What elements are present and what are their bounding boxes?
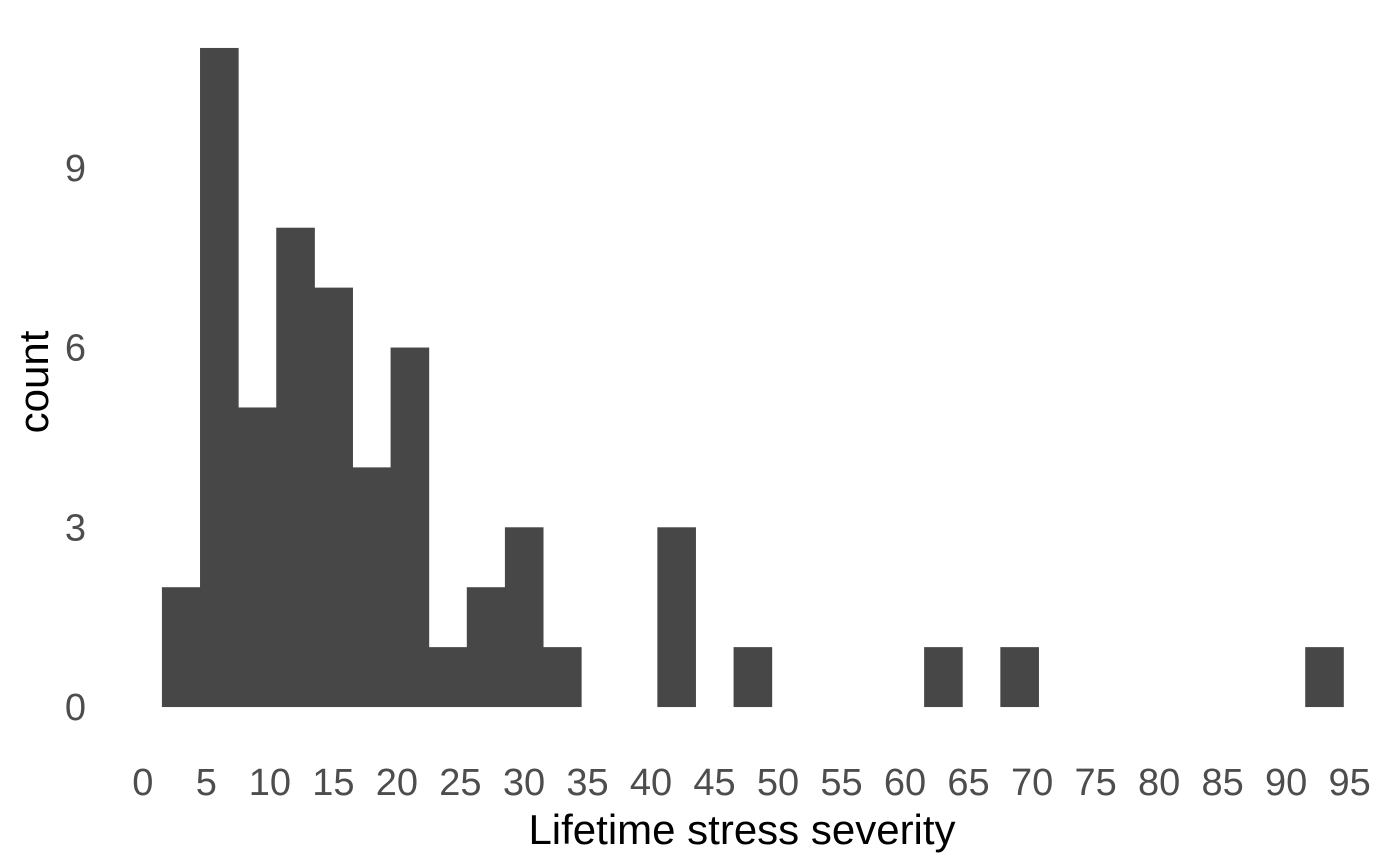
histogram-bar-10 bbox=[543, 647, 582, 708]
y-tick-label-2: 6 bbox=[65, 328, 86, 370]
histogram-bar-8 bbox=[466, 587, 506, 708]
x-tick-label-13: 65 bbox=[947, 762, 989, 804]
histogram-bar-30 bbox=[1305, 647, 1344, 708]
histogram-bar-1 bbox=[200, 47, 239, 708]
x-axis-ticks: 0 5 10 15 20 25 30 35 40 45 50 55 60 65 70 75 80 85 90 95 bbox=[132, 762, 1371, 804]
x-tick-label-14: 70 bbox=[1011, 762, 1053, 804]
x-tick-label-17: 85 bbox=[1202, 762, 1244, 804]
y-tick-label-3: 9 bbox=[65, 148, 86, 190]
x-tick-label-19: 95 bbox=[1329, 762, 1371, 804]
histogram-bar-0 bbox=[161, 587, 201, 708]
histogram-bar-13 bbox=[657, 527, 696, 708]
x-tick-label-16: 80 bbox=[1138, 762, 1180, 804]
x-tick-label-6: 30 bbox=[503, 762, 545, 804]
y-tick-label-1: 3 bbox=[65, 507, 86, 549]
x-tick-label-18: 90 bbox=[1265, 762, 1307, 804]
x-tick-label-9: 45 bbox=[693, 762, 735, 804]
y-axis-ticks: 0 3 6 9 bbox=[65, 148, 86, 729]
histogram-bars bbox=[161, 47, 1344, 708]
histogram-bar-6 bbox=[390, 347, 430, 708]
x-tick-label-5: 25 bbox=[439, 762, 481, 804]
histogram-bar-9 bbox=[504, 527, 544, 708]
x-tick-label-2: 10 bbox=[249, 762, 291, 804]
x-tick-label-11: 55 bbox=[820, 762, 862, 804]
x-tick-label-15: 75 bbox=[1074, 762, 1116, 804]
histogram-bar-7 bbox=[428, 647, 468, 708]
x-axis-title: Lifetime stress severity bbox=[528, 806, 955, 853]
x-tick-label-8: 40 bbox=[630, 762, 672, 804]
histogram-bar-4 bbox=[314, 287, 353, 708]
x-tick-label-1: 5 bbox=[196, 762, 217, 804]
histogram-bar-3 bbox=[276, 227, 315, 708]
x-tick-label-12: 60 bbox=[884, 762, 926, 804]
histogram-bar-20 bbox=[924, 647, 963, 708]
x-tick-label-0: 0 bbox=[132, 762, 153, 804]
x-tick-label-4: 20 bbox=[376, 762, 418, 804]
x-tick-label-10: 50 bbox=[757, 762, 799, 804]
histogram-bar-2 bbox=[238, 407, 277, 708]
y-tick-label-0: 0 bbox=[65, 687, 86, 729]
histogram-bar-22 bbox=[1000, 647, 1039, 708]
x-tick-label-3: 15 bbox=[312, 762, 354, 804]
y-axis-title: count bbox=[10, 330, 57, 433]
histogram-bar-15 bbox=[733, 647, 773, 708]
x-tick-label-7: 35 bbox=[566, 762, 608, 804]
histogram-bar-5 bbox=[352, 467, 392, 708]
